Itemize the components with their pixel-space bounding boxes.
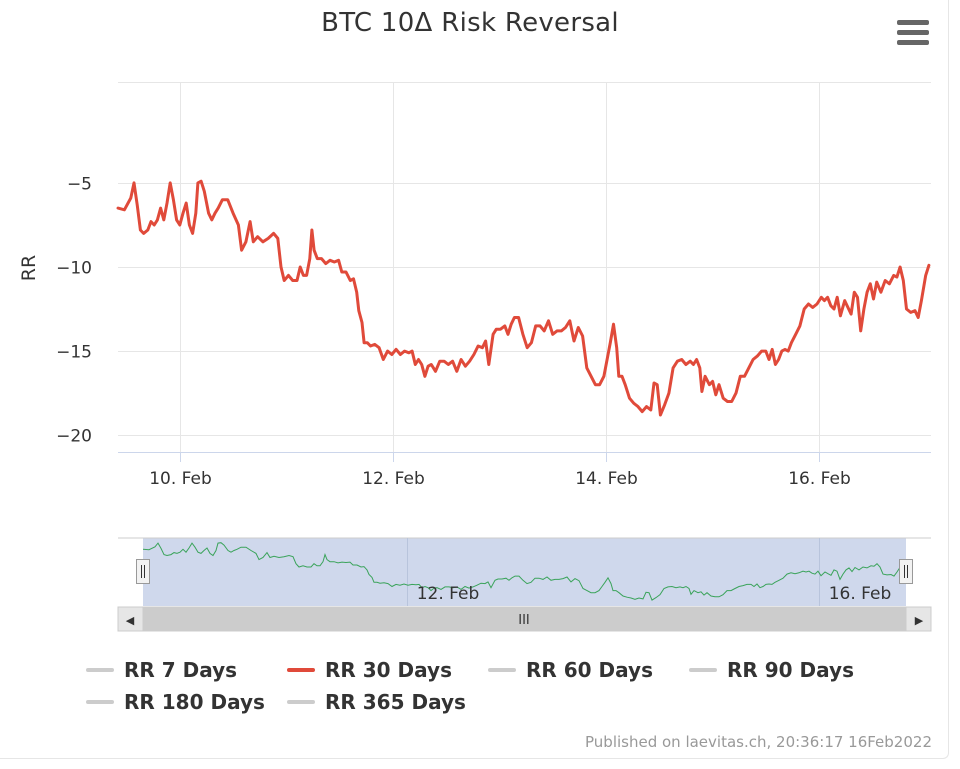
legend-swatch [287, 668, 315, 672]
legend-swatch [287, 700, 315, 704]
grid-layer [118, 82, 931, 452]
x-tick-label: 14. Feb [575, 469, 638, 489]
scrollbar-left-button[interactable] [117, 606, 144, 632]
series-line-rr-30-days [116, 179, 931, 417]
legend-label: RR 60 Days [526, 658, 653, 682]
navigator-selection-mask[interactable] [143, 538, 906, 606]
scroll-right-arrow-icon[interactable]: ▶ [915, 614, 924, 627]
legend-label: RR 90 Days [727, 658, 854, 682]
legend-item-rr-30-days[interactable]: RR 30 Days [287, 658, 452, 682]
legend-item-rr-7-days[interactable]: RR 7 Days [86, 658, 237, 682]
series-layer [116, 179, 931, 417]
legend-item-rr-365-days[interactable]: RR 365 Days [287, 690, 466, 714]
navigator-handle-right[interactable] [899, 559, 913, 584]
navigator-series-line [142, 542, 905, 601]
legend-item-rr-60-days[interactable]: RR 60 Days [488, 658, 653, 682]
chart-title: BTC 10Δ Risk Reversal [321, 8, 619, 38]
navigator-tick-label: 12. Feb [417, 584, 480, 604]
scrollbar: III ◀ ▶ [117, 606, 932, 632]
scrollbar-right-button[interactable] [905, 606, 932, 632]
credits-text[interactable]: Published on laevitas.ch, 20:36:17 16Feb… [585, 733, 932, 751]
x-tick-label: 16. Feb [788, 469, 851, 489]
navigator: 12. Feb 16. Feb [118, 537, 931, 606]
legend-swatch [86, 700, 114, 704]
scrollbar-grip-icon[interactable]: III [518, 613, 530, 628]
y-axis-label: RR [18, 255, 40, 281]
navigator-handle-left[interactable] [136, 559, 150, 584]
legend-label: RR 365 Days [325, 690, 466, 714]
x-tick-label: 10. Feb [149, 469, 212, 489]
navigator-grid [407, 538, 820, 606]
legend-item-rr-90-days[interactable]: RR 90 Days [689, 658, 854, 682]
legend-swatch [689, 668, 717, 672]
scroll-left-arrow-icon[interactable]: ◀ [126, 614, 135, 627]
legend-label: RR 7 Days [124, 658, 238, 682]
legend-swatch [488, 668, 516, 672]
chart-container [0, 0, 949, 759]
hamburger-menu-icon[interactable] [894, 20, 932, 50]
y-tick-label: −15 [56, 343, 92, 363]
y-tick-label: −20 [56, 427, 92, 447]
x-tick-label: 12. Feb [362, 469, 425, 489]
y-tick-label: −5 [67, 175, 92, 195]
legend-item-rr-180-days[interactable]: RR 180 Days [86, 690, 265, 714]
legend-swatch [86, 668, 114, 672]
scrollbar-thumb[interactable] [143, 607, 906, 631]
y-tick-label: −10 [56, 259, 92, 279]
navigator-tick-label: 16. Feb [829, 584, 892, 604]
legend-label: RR 180 Days [124, 690, 265, 714]
legend-label: RR 30 Days [325, 658, 452, 682]
axis-layer: −5 −10 −15 −20 10. Feb 12. Feb 14. Feb 16. Feb [56, 175, 931, 489]
